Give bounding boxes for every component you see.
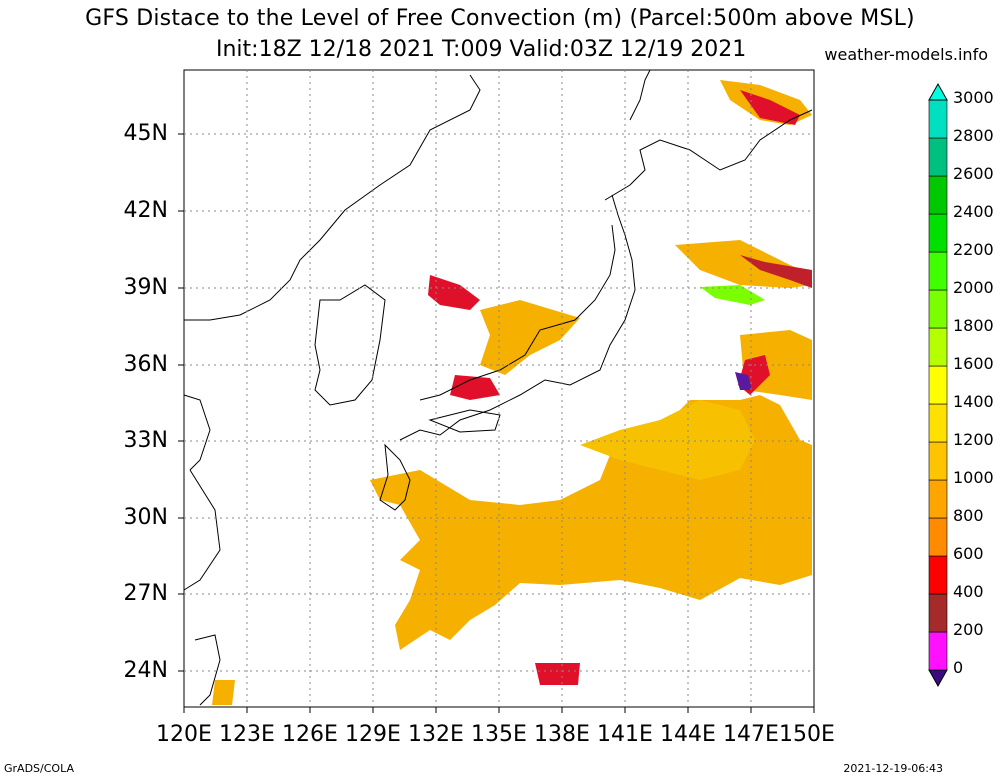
coastline-honshu-west xyxy=(419,224,616,401)
coastline-china-korea xyxy=(184,74,481,321)
field-brown-39n xyxy=(740,255,812,288)
field-japan-sea xyxy=(480,300,580,375)
colorbar-segment xyxy=(928,631,948,671)
lon-label-144e: 144E xyxy=(660,722,716,747)
lat-label-39n: 39N xyxy=(123,275,168,300)
colorbar-segment xyxy=(928,365,948,405)
colorbar-segment xyxy=(928,137,948,177)
lon-label-123e: 123E xyxy=(219,722,275,747)
colorbar-label-1000: 1000 xyxy=(953,468,994,487)
field-southeast-inner xyxy=(580,400,755,480)
colorbar-label-2600: 2600 xyxy=(953,164,994,183)
coastline-taiwan xyxy=(194,634,221,706)
coastline-china-south xyxy=(183,469,221,591)
colorbar-arrow-low xyxy=(928,669,948,688)
colorbar-segment xyxy=(928,441,948,481)
lat-label-36n: 36N xyxy=(123,352,168,377)
colorbar-label-2400: 2400 xyxy=(953,202,994,221)
coastline-korea xyxy=(314,284,386,406)
lon-label-150e: 150E xyxy=(779,722,835,747)
lon-label-135e: 135E xyxy=(471,722,527,747)
colorbar-segment xyxy=(928,213,948,253)
lat-label-33n: 33N xyxy=(123,428,168,453)
colorbar-segment xyxy=(928,593,948,633)
colorbar-arrow-high xyxy=(928,82,948,101)
title-line-1: GFS Distace to the Level of Free Convect… xyxy=(85,6,915,31)
colorbar-label-1800: 1800 xyxy=(953,316,994,335)
colorbar-segment xyxy=(928,517,948,557)
colorbar-label-600: 600 xyxy=(953,544,984,563)
lon-label-129e: 129E xyxy=(345,722,401,747)
colorbar-label-2800: 2800 xyxy=(953,126,994,145)
lon-label-147e: 147E xyxy=(723,722,779,747)
colorbar-label-1200: 1200 xyxy=(953,430,994,449)
grid xyxy=(184,70,814,707)
colorbar-segment xyxy=(928,327,948,367)
coastline-kyushu xyxy=(379,443,411,511)
colorbar-segment xyxy=(928,555,948,595)
colorbar-segment xyxy=(928,479,948,519)
colorbar-label-3000: 3000 xyxy=(953,88,994,107)
colorbar-label-1600: 1600 xyxy=(953,354,994,373)
field-east-39n xyxy=(675,240,812,288)
colorbar xyxy=(928,82,948,688)
colorbar-label-400: 400 xyxy=(953,582,984,601)
colorbar-label-800: 800 xyxy=(953,506,984,525)
lat-label-42n: 42N xyxy=(123,198,168,223)
title-line-2: Init:18Z 12/18 2021 T:009 Valid:03Z 12/1… xyxy=(216,37,747,62)
lat-label-24n: 24N xyxy=(123,658,168,683)
field-purple-36n xyxy=(735,372,752,390)
site-label: weather-models.info xyxy=(824,45,988,64)
coastlines xyxy=(183,69,813,706)
coastline-china-east xyxy=(183,394,211,471)
colorbar-segment xyxy=(928,99,948,139)
colorbar-label-2000: 2000 xyxy=(953,278,994,297)
lon-label-126e: 126E xyxy=(282,722,338,747)
lon-label-141e: 141E xyxy=(597,722,653,747)
field-red-35n xyxy=(450,375,500,400)
footer-timestamp: 2021-12-19-06:43 xyxy=(843,762,943,775)
coastline-shikoku xyxy=(428,409,501,433)
lon-label-120e: 120E xyxy=(156,722,212,747)
colorbar-segment xyxy=(928,289,948,329)
coastline-hokkaido xyxy=(604,109,813,201)
colorbar-segment xyxy=(928,403,948,443)
colorbar-label-1400: 1400 xyxy=(953,392,994,411)
field-green-39n xyxy=(700,285,765,305)
lon-label-132e: 132E xyxy=(408,722,464,747)
convection-field xyxy=(212,80,812,705)
lon-label-138e: 138E xyxy=(534,722,590,747)
lat-label-27n: 27N xyxy=(123,581,168,606)
coastline-sakhalin xyxy=(629,69,651,121)
colorbar-label-2200: 2200 xyxy=(953,240,994,259)
field-red-24n xyxy=(535,663,580,685)
footer-software-label: GrADS/COLA xyxy=(4,762,74,775)
lat-label-30n: 30N xyxy=(123,505,168,530)
tick-marks xyxy=(178,133,815,713)
field-north-red xyxy=(740,90,800,125)
colorbar-segment xyxy=(928,251,948,291)
colorbar-segment xyxy=(928,175,948,215)
lat-label-45n: 45N xyxy=(123,121,168,146)
field-red-38n xyxy=(428,275,480,310)
field-south-west-corner xyxy=(212,680,235,705)
colorbar-label-200: 200 xyxy=(953,620,984,639)
colorbar-label-0: 0 xyxy=(953,658,964,677)
